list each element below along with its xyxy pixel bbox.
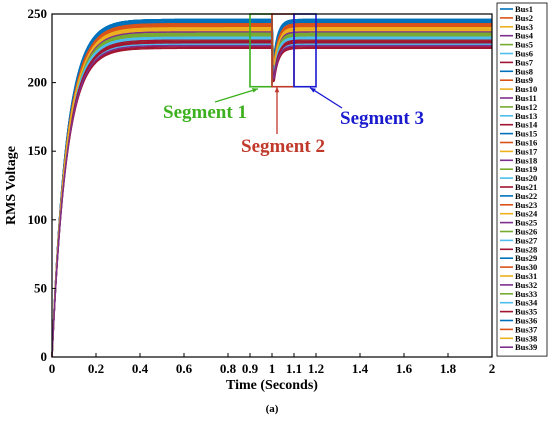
legend-label: Bus14 xyxy=(515,120,538,130)
series-line-bus35 xyxy=(51,40,492,358)
legend-label: Bus37 xyxy=(515,324,538,334)
legend-label: Bus30 xyxy=(515,262,537,272)
legend-label: Bus33 xyxy=(515,289,537,299)
legend-label: Bus27 xyxy=(515,235,538,245)
x-tick-label: 0.4 xyxy=(132,361,149,376)
legend-label: Bus25 xyxy=(515,218,537,228)
legend-label: Bus6 xyxy=(515,49,533,59)
y-axis-ticks: 0 50 100 150 200 250 xyxy=(28,6,56,364)
legend-label: Bus26 xyxy=(515,227,537,237)
legend-label: Bus19 xyxy=(515,164,537,174)
legend-label: Bus21 xyxy=(515,182,537,192)
y-tick-label: 0 xyxy=(41,349,48,364)
legend-label: Bus35 xyxy=(515,307,537,317)
legend-label: Bus2 xyxy=(515,13,533,23)
y-tick-label: 50 xyxy=(34,280,47,295)
legend-label: Bus15 xyxy=(515,129,537,139)
segment-label: Segment 3 xyxy=(340,108,424,129)
segment-pointer xyxy=(214,88,259,103)
x-tick-label: 1.4 xyxy=(352,361,369,376)
legend-label: Bus38 xyxy=(515,333,537,343)
legend-label: Bus5 xyxy=(515,40,533,50)
legend-label: Bus24 xyxy=(515,209,538,219)
x-tick-label: 0.8 xyxy=(220,361,237,376)
x-tick-label: 1.2 xyxy=(308,361,324,376)
legend-label: Bus22 xyxy=(515,191,537,201)
series-line-bus6 xyxy=(51,42,492,358)
segment-annotations: Segment 1 Segment 2 Segment 3 xyxy=(163,86,424,157)
legend-label: Bus29 xyxy=(515,253,537,263)
series-line-bus7 xyxy=(51,46,492,358)
segment-arrowhead xyxy=(310,87,316,93)
x-tick-label: 1.1 xyxy=(286,361,302,376)
y-tick-label: 250 xyxy=(28,6,48,21)
series-line-bus19 xyxy=(51,40,492,358)
series-line-bus39 xyxy=(51,44,492,358)
legend-label: Bus20 xyxy=(515,173,537,183)
y-tick-label: 150 xyxy=(28,143,48,158)
legend-label: Bus39 xyxy=(515,342,537,352)
x-tick-label: 0.2 xyxy=(88,361,104,376)
legend-label: Bus1 xyxy=(515,4,533,14)
y-axis-label: RMS Voltage xyxy=(4,146,19,225)
series-line-bus14 xyxy=(51,39,492,358)
x-tick-label: 1.8 xyxy=(440,361,457,376)
y-tick-label: 200 xyxy=(28,75,48,90)
series-line-bus21 xyxy=(51,47,492,358)
x-tick-label: 0.6 xyxy=(176,361,193,376)
legend-label: Bus28 xyxy=(515,244,537,254)
legend-label: Bus13 xyxy=(515,111,537,121)
legend-label: Bus7 xyxy=(515,57,534,67)
series-line-bus28 xyxy=(51,42,492,358)
x-tick-label: 1 xyxy=(269,361,276,376)
segment-label: Segment 2 xyxy=(241,136,325,157)
figure-caption: (a) xyxy=(266,403,279,415)
x-tick-label: 1.6 xyxy=(396,361,413,376)
legend: Bus1Bus2Bus3Bus4Bus5Bus6Bus7Bus8Bus9Bus1… xyxy=(496,2,548,357)
legend-label: Bus8 xyxy=(515,66,533,76)
legend-label: Bus32 xyxy=(515,280,537,290)
legend-label: Bus31 xyxy=(515,271,537,281)
legend-label: Bus4 xyxy=(515,31,534,41)
segment-pointer xyxy=(309,87,343,109)
x-axis-label: Time (Seconds) xyxy=(226,378,318,393)
legend-label: Bus11 xyxy=(515,93,537,103)
series-line-bus20 xyxy=(51,43,492,358)
legend-label: Bus3 xyxy=(515,22,533,32)
legend-label: Bus16 xyxy=(515,138,537,148)
legend-label: Bus18 xyxy=(515,155,537,165)
legend-label: Bus12 xyxy=(515,102,537,112)
segment-arrowhead xyxy=(274,86,280,93)
legend-label: Bus10 xyxy=(515,84,537,94)
legend-label: Bus34 xyxy=(515,298,538,308)
x-axis-ticks: 0 0.2 0.4 0.6 0.8 0.9 1 1.1 1.2 1.4 1.6 1.8 2 xyxy=(49,353,496,376)
x-tick-label: 2 xyxy=(489,361,496,376)
legend-label: Bus9 xyxy=(515,75,533,85)
legend-label: Bus36 xyxy=(515,316,537,326)
x-tick-label: 0 xyxy=(49,361,56,376)
segment-label: Segment 1 xyxy=(163,102,247,123)
x-tick-label: 0.9 xyxy=(242,361,259,376)
y-tick-label: 100 xyxy=(28,212,48,227)
legend-label: Bus17 xyxy=(515,146,538,156)
segment-arrowhead xyxy=(252,88,258,93)
legend-label: Bus23 xyxy=(515,200,537,210)
